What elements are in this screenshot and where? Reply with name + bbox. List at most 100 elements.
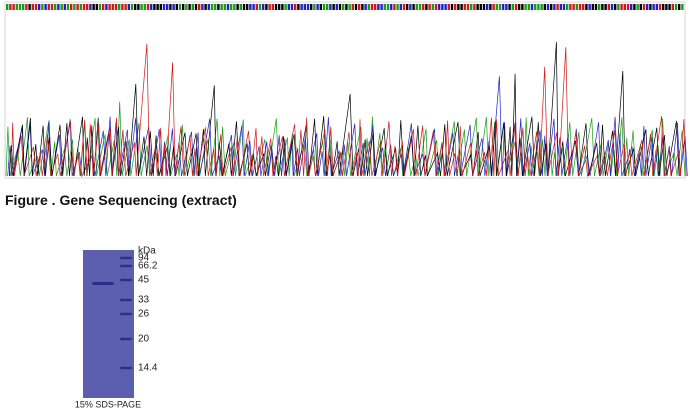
base-letter (303, 4, 306, 10)
base-letter (553, 4, 556, 10)
base-letter (502, 4, 505, 10)
base-letter (422, 4, 425, 10)
base-letter (236, 4, 239, 10)
base-letter (60, 4, 63, 10)
base-letter (63, 4, 66, 10)
base-letter (169, 4, 172, 10)
base-letter (674, 4, 678, 10)
base-letter (559, 4, 562, 10)
base-letter (655, 4, 658, 10)
base-letter (182, 4, 185, 10)
base-letter (242, 4, 246, 10)
base-letter (415, 4, 418, 10)
base-letter (159, 4, 162, 10)
base-letter (358, 4, 361, 10)
base-letter (118, 4, 121, 10)
base-letter (434, 4, 438, 10)
base-letter (370, 4, 374, 10)
base-letter (441, 4, 444, 10)
base-letter (351, 4, 354, 10)
base-letter (623, 4, 626, 10)
trace (7, 76, 688, 178)
base-letter (271, 4, 274, 10)
base-letter (649, 4, 652, 10)
sequence-strip (6, 4, 684, 10)
base-letter (345, 4, 348, 10)
ladder-band (120, 366, 132, 370)
base-letter (591, 4, 594, 10)
base-letter (204, 4, 207, 10)
base-letter (566, 4, 569, 10)
base-letter (252, 4, 255, 10)
base-letter (156, 4, 159, 10)
base-letter (399, 4, 402, 10)
base-letter (57, 4, 60, 10)
base-letter (278, 4, 281, 10)
base-letter (38, 4, 41, 10)
base-letter (162, 4, 166, 10)
base-letter (409, 4, 412, 10)
base-letter (185, 4, 188, 10)
base-letter (354, 4, 358, 10)
base-letter (326, 4, 329, 10)
base-letter (332, 4, 335, 10)
base-letter (454, 4, 457, 10)
base-letter (671, 4, 674, 10)
base-letter (546, 4, 550, 10)
base-letter (626, 4, 630, 10)
base-letter (114, 4, 118, 10)
base-letter (585, 4, 588, 10)
base-letter (281, 4, 284, 10)
base-letter (255, 4, 258, 10)
chromatogram (4, 1, 688, 179)
base-letter (662, 4, 665, 10)
base-letter (550, 4, 553, 10)
base-letter (470, 4, 473, 10)
base-letter (287, 4, 290, 10)
chromatogram-frame (4, 1, 686, 179)
ladder-band (120, 264, 132, 268)
base-letter (642, 4, 646, 10)
base-letter (508, 4, 511, 10)
marker-label: 20 (138, 334, 150, 345)
base-letter (505, 4, 508, 10)
base-letter (31, 4, 34, 10)
base-letter (194, 4, 198, 10)
base-letter (518, 4, 521, 10)
base-letter (521, 4, 524, 10)
base-letter (361, 4, 364, 10)
base-letter (310, 4, 313, 10)
marker-label: 66.2 (138, 261, 158, 272)
base-letter (82, 4, 86, 10)
base-letter (95, 4, 98, 10)
base-letter (214, 4, 217, 10)
base-letter (598, 4, 601, 10)
base-letter (47, 4, 50, 10)
base-letter (633, 4, 636, 10)
base-letter (431, 4, 434, 10)
base-letter (402, 4, 406, 10)
base-letter (604, 4, 607, 10)
base-letter (319, 4, 322, 10)
base-letter (338, 4, 342, 10)
marker-label: 94 (138, 253, 150, 264)
base-letter (143, 4, 146, 10)
base-letter (610, 4, 614, 10)
base-letter (249, 4, 252, 10)
base-letter (681, 4, 684, 10)
base-letter (268, 4, 271, 10)
base-letter (233, 4, 236, 10)
base-letter (463, 4, 466, 10)
traces (5, 41, 688, 178)
base-letter (9, 4, 12, 10)
base-letter (466, 4, 470, 10)
base-letter (393, 4, 396, 10)
ladder-band (120, 337, 132, 341)
base-letter (476, 4, 479, 10)
base-letter (6, 4, 9, 10)
base-letter (127, 4, 130, 10)
base-letter (447, 4, 450, 10)
base-letter (86, 4, 89, 10)
base-letter (166, 4, 169, 10)
